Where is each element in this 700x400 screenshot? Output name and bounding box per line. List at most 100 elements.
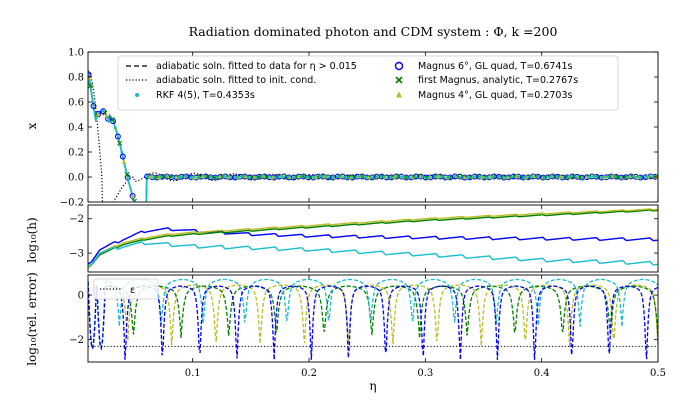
legend-label: Magnus 6°, GL quad, T=0.6741s <box>418 61 573 72</box>
magnus4-point <box>244 174 249 179</box>
rkf-point <box>453 175 456 179</box>
magnus4-point <box>435 173 441 178</box>
first-magnus-point <box>204 174 211 180</box>
rel-error-line-3 <box>88 281 658 360</box>
rkf-point <box>619 176 623 180</box>
legend-handle-triangle <box>396 91 402 98</box>
first-magnus-point <box>117 140 123 146</box>
rkf-point <box>497 175 501 179</box>
y-tick-label: 1.0 <box>68 48 84 59</box>
magnus4-point <box>121 159 127 164</box>
rkf-point <box>478 175 482 179</box>
magnus4-point <box>148 174 153 179</box>
rkf-point <box>229 175 232 179</box>
rkf-point <box>126 178 130 181</box>
rkf-point <box>549 175 552 179</box>
rkf-point <box>312 176 316 179</box>
rkf-point <box>248 175 252 179</box>
magnus4-point <box>130 194 135 199</box>
rkf-point <box>632 175 635 178</box>
panel-err-ylabel: log₁₀(rel. error) <box>25 272 39 366</box>
rkf-point <box>421 175 424 179</box>
rkf-point <box>472 175 475 179</box>
magnus4-point <box>584 174 589 179</box>
legend-label: adiabatic soln. fitted to init. cond. <box>156 75 316 86</box>
rkf-point <box>280 175 284 178</box>
rkf-point <box>350 176 354 179</box>
first-magnus-point <box>615 174 621 180</box>
magnus4-point <box>558 174 563 179</box>
legend-handle-dot <box>135 93 139 97</box>
y-tick-label: 0 <box>78 291 84 302</box>
rkf-point <box>203 175 207 178</box>
step-size-line-1 <box>88 209 658 269</box>
magnus4-point <box>174 175 179 180</box>
solution-markers <box>88 71 658 218</box>
magnus4-point <box>627 174 633 179</box>
y-tick-label: −2 <box>69 335 84 346</box>
legend-label: ε <box>130 285 135 296</box>
first-magnus-point <box>88 83 93 89</box>
rkf-point <box>184 175 188 178</box>
magnus4-point <box>531 173 537 178</box>
rkf-point <box>94 116 98 120</box>
text-layer: Radiation dominated photon and CDM syste… <box>25 24 557 393</box>
magnus4-point <box>95 112 101 117</box>
rkf-point <box>485 176 488 180</box>
rkf-point <box>101 109 104 113</box>
y-tick-label: −0.2 <box>60 198 84 209</box>
rkf-point <box>408 176 411 180</box>
x-tick-label: 0.5 <box>650 368 666 379</box>
rkf-point <box>293 176 296 179</box>
step-size-line-0 <box>88 227 658 265</box>
rkf-point <box>241 175 245 178</box>
rkf-point <box>88 80 92 84</box>
magnus4-point <box>296 174 301 179</box>
x-tick-label: 0.2 <box>301 368 317 379</box>
magnus6-point <box>135 207 140 212</box>
rkf-point <box>427 176 431 180</box>
rkf-point <box>299 175 303 178</box>
rkf-point <box>235 175 239 179</box>
first-magnus-point <box>124 171 130 178</box>
rel-error-line-0 <box>88 281 658 351</box>
rkf-point <box>261 175 264 178</box>
axes-layer: 0.1 0.2 0.3 0.4 0.5 −0.2 0.0 0.2 0.4 0.6 0.8 1.0 −2 −… <box>60 48 666 380</box>
magnus4-point <box>488 174 493 179</box>
x-tick-label: 0.1 <box>185 368 201 379</box>
legend-box <box>117 55 619 111</box>
rkf-point <box>331 176 335 179</box>
rkf-point <box>504 176 507 180</box>
rkf-point <box>363 175 367 179</box>
step-size-line-2 <box>88 208 658 269</box>
rkf-point <box>459 175 463 179</box>
magnus6-point <box>90 103 97 109</box>
rkf-point <box>395 175 399 178</box>
rkf-point <box>376 175 380 178</box>
rkf-point <box>382 175 386 179</box>
step-size-line-3 <box>88 241 658 266</box>
legend-label: RKF 4(5), T=0.4353s <box>156 90 255 101</box>
rkf-point <box>222 175 226 178</box>
rkf-point <box>517 175 520 179</box>
rkf-point <box>254 175 258 179</box>
magnus6-point <box>119 153 126 160</box>
rkf-point <box>529 175 533 179</box>
rkf-point <box>491 175 495 179</box>
rkf-point <box>536 175 539 179</box>
rkf-point <box>625 175 629 179</box>
rel-error-line-2 <box>88 278 658 351</box>
magnus4-point <box>339 174 345 179</box>
rkf-point <box>209 176 213 179</box>
rkf-point <box>555 175 559 179</box>
y-tick-label: 0.4 <box>68 123 84 134</box>
plot-data-layer <box>88 70 658 360</box>
rkf-point <box>542 176 546 180</box>
magnus6-point <box>140 213 145 218</box>
rkf-point <box>140 213 143 216</box>
rkf-point <box>593 175 597 178</box>
rkf-point <box>337 175 341 178</box>
rkf-point <box>369 176 373 179</box>
rkf-point <box>587 175 591 179</box>
